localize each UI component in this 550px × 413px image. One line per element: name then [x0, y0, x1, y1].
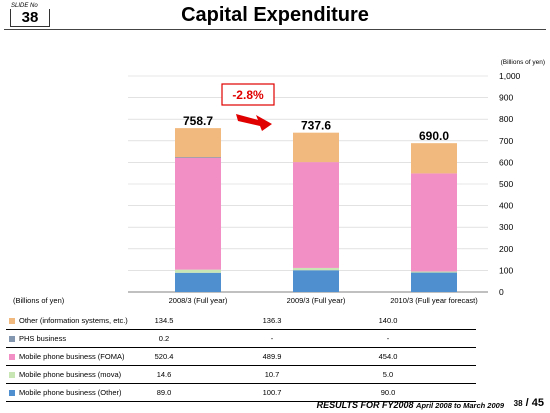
legend-label: Other (information systems, etc.): [19, 316, 128, 325]
legend-swatch: [9, 390, 15, 396]
table-row: Mobile phone business (mova) 14.6 10.7 5.0: [6, 366, 476, 384]
change-callout-text: -2.8%: [232, 88, 264, 102]
table-cell: -: [386, 334, 390, 343]
table-cell: 0.2: [158, 334, 170, 343]
legend-label: PHS business: [19, 334, 67, 343]
bar-total-label: 758.7: [183, 114, 213, 128]
y-tick-label: 500: [499, 179, 513, 189]
bar-segment-foma: [411, 173, 457, 272]
x-tick-label: 2009/3 (Full year): [287, 296, 346, 305]
change-arrow-icon: [236, 114, 272, 131]
data-table: Other (information systems, etc.) 134.5 13…: [6, 312, 476, 402]
page-current: 38: [513, 399, 523, 408]
slide-number: 38: [10, 9, 50, 27]
x-tick-label: 2010/3 (Full year forecast): [390, 296, 478, 305]
bar-segment-mobile_other: [293, 270, 339, 292]
bar-segment-mova: [293, 267, 339, 271]
y-tick-label: 300: [499, 222, 513, 232]
table-unit-label: (Billions of yen): [13, 296, 65, 305]
table-row: PHS business 0.2 - -: [6, 330, 476, 348]
table-cell: 14.6: [156, 370, 172, 379]
table-row: Other (information systems, etc.) 134.5 13…: [6, 312, 476, 330]
bar-segment-other: [175, 128, 221, 158]
legend-label: Mobile phone business (FOMA): [19, 352, 125, 361]
y-tick-label: 800: [499, 114, 513, 124]
y-tick-label: 1,000: [499, 71, 521, 81]
table-cell: 520.4: [154, 352, 174, 361]
bar-segment-other: [293, 132, 339, 163]
table-cell: 136.3: [262, 316, 282, 325]
bar-segment-phs: [175, 157, 221, 158]
bar-segment-mobile_other: [411, 272, 457, 292]
legend-swatch: [9, 354, 15, 360]
table-cell: 89.0: [156, 388, 172, 397]
footer-period: April 2008 to March 2009: [416, 401, 504, 410]
slide-number-label: SLIDE No: [10, 3, 39, 9]
table-cell: 10.7: [264, 370, 280, 379]
change-callout-box: [221, 83, 275, 106]
table-cell: -: [270, 334, 274, 343]
footer: RESULTS FOR FY2008 April 2008 to March 2…: [0, 397, 550, 413]
bar-segment-other: [411, 143, 457, 174]
table-cell: 100.7: [262, 388, 282, 397]
table-cell: 489.9: [262, 352, 282, 361]
page-separator: /: [525, 397, 529, 409]
y-tick-label: 0: [499, 287, 504, 297]
footer-title: RESULTS FOR FY2008 April 2008 to March 2…: [317, 400, 504, 410]
table-cell: 90.0: [380, 388, 396, 397]
bar-segment-foma: [293, 162, 339, 268]
y-tick-label: 100: [499, 265, 513, 275]
legend-swatch: [9, 372, 15, 378]
table-cell: 454.0: [378, 352, 398, 361]
table-cell: 134.5: [154, 316, 174, 325]
legend-label: Mobile phone business (Other): [19, 388, 122, 397]
bar-segment-mova: [175, 269, 221, 273]
bar-segment-mobile_other: [175, 272, 221, 292]
title-divider: [4, 29, 546, 30]
table-row: Mobile phone business (Other) 89.0 100.7 90…: [6, 384, 476, 402]
table-cell: 5.0: [382, 370, 394, 379]
bar-total-label: 690.0: [419, 129, 449, 143]
bar-total-label: 737.6: [301, 119, 331, 133]
bar-segment-mova: [411, 271, 457, 273]
slide-number-badge: 38 SLIDE No: [4, 3, 50, 27]
footer-results: RESULTS FOR FY2008: [316, 400, 414, 410]
page-number: 38 / 45: [514, 397, 544, 409]
legend-swatch: [9, 336, 15, 342]
page-title: Capital Expenditure: [181, 4, 369, 26]
y-tick-label: 600: [499, 157, 513, 167]
y-tick-label: 900: [499, 93, 513, 103]
y-tick-label: 700: [499, 136, 513, 146]
legend-swatch: [9, 318, 15, 324]
bar-segment-foma: [175, 157, 221, 270]
table-cell: 140.0: [378, 316, 398, 325]
legend-label: Mobile phone business (mova): [19, 370, 122, 379]
y-tick-label: 200: [499, 244, 513, 254]
x-tick-label: 2008/3 (Full year): [169, 296, 228, 305]
page-total: 45: [531, 397, 544, 409]
table-row: Mobile phone business (FOMA) 520.4 489.9 45…: [6, 348, 476, 366]
y-unit-label: (Billions of yen): [501, 59, 545, 66]
y-tick-label: 400: [499, 201, 513, 211]
